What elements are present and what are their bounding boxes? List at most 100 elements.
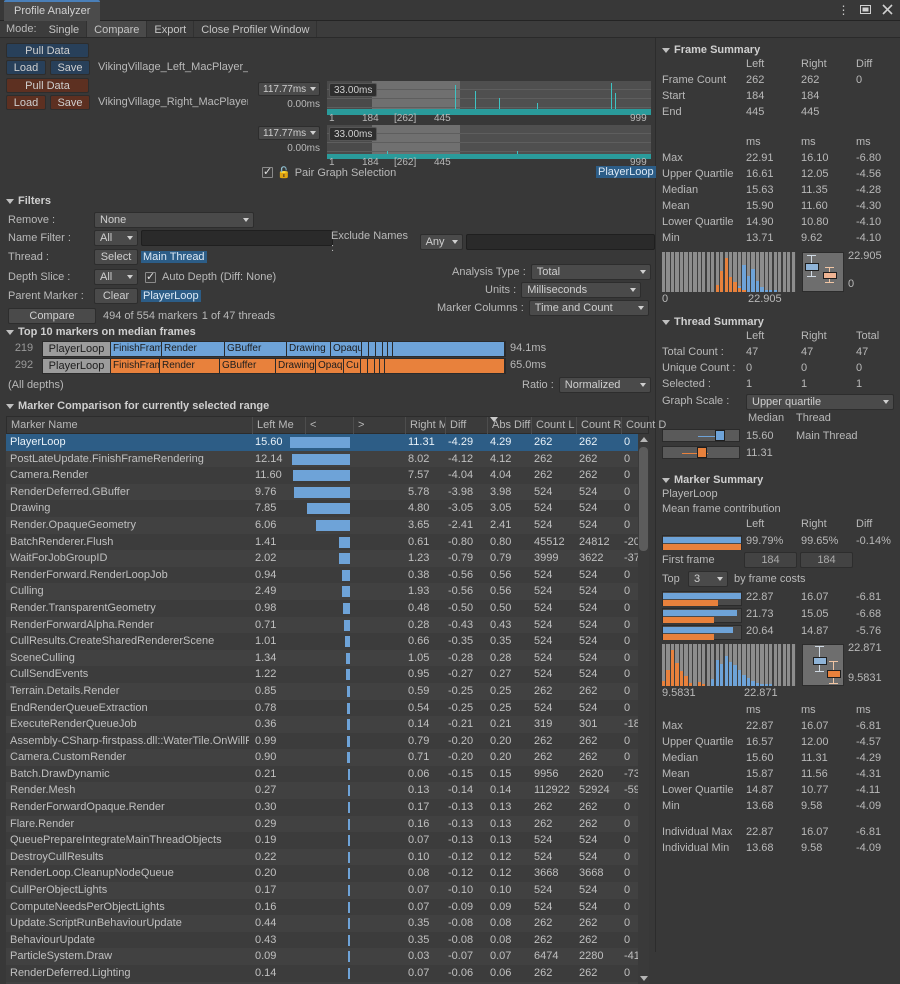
table-row[interactable]: SceneCulling 1.34 1.05 -0.28 0.28 524 524 0 bbox=[6, 649, 649, 667]
top10-segment[interactable]: FinishFrameR bbox=[111, 359, 160, 373]
top-count-dropdown[interactable]: 3 bbox=[688, 571, 728, 587]
top10-segment[interactable] bbox=[388, 342, 393, 356]
table-header-lt[interactable]: < bbox=[305, 417, 353, 434]
table-row[interactable]: ComputeNeedsPerObjectLights 0.16 0.07 -0.09… bbox=[6, 898, 649, 916]
top10-marker-bar[interactable]: PlayerLoopFinishFrameReRenderGBufferDraw… bbox=[42, 341, 506, 357]
top10-segment[interactable] bbox=[361, 359, 368, 373]
table-row[interactable]: PostLateUpdate.FinishFrameRendering 12.14… bbox=[6, 450, 649, 468]
top10-segment[interactable]: PlayerLoop bbox=[43, 359, 111, 373]
table-row[interactable]: RenderForward.RenderLoopJob 0.94 0.38 -0.56… bbox=[6, 566, 649, 584]
name-filter-input[interactable] bbox=[141, 230, 333, 246]
marker-table-foldout-header[interactable]: Marker Comparison for currently selected… bbox=[0, 399, 269, 413]
top10-segment[interactable]: Cu bbox=[344, 359, 361, 373]
thread-summary-thread-row[interactable]: 11.31 bbox=[656, 445, 900, 462]
filters-foldout-header[interactable]: Filters bbox=[0, 193, 655, 209]
maximize-icon[interactable] bbox=[859, 3, 872, 16]
load-left-button[interactable]: Load bbox=[6, 59, 46, 75]
table-header-gt[interactable]: > bbox=[353, 417, 405, 434]
table-row[interactable]: Terrain.Details.Render 0.85 0.59 -0.25 0.25 2… bbox=[6, 682, 649, 700]
table-row[interactable]: ExecuteRenderQueueJob 0.36 0.14 -0.21 0.21 31… bbox=[6, 716, 649, 733]
selected-marker-badge[interactable]: PlayerLoop bbox=[596, 166, 656, 178]
top10-segment[interactable] bbox=[376, 342, 383, 356]
auto-depth-checkbox[interactable] bbox=[145, 270, 156, 283]
top10-segment[interactable]: GBuffer bbox=[225, 342, 287, 356]
table-row[interactable]: CullPerObjectLights 0.17 0.07 -0.10 0.10 524 5… bbox=[6, 882, 649, 899]
table-header-cl[interactable]: Count L bbox=[531, 417, 576, 434]
top10-marker-bar[interactable]: PlayerLoopFinishFrameRRenderGBufferDrawi… bbox=[42, 358, 506, 374]
top10-segment[interactable]: GBuffer bbox=[220, 359, 276, 373]
exclude-names-input[interactable] bbox=[466, 234, 655, 250]
top10-segment[interactable]: Render bbox=[160, 359, 220, 373]
close-icon[interactable] bbox=[881, 3, 894, 16]
top10-segment[interactable]: FinishFrameRe bbox=[111, 342, 162, 356]
table-header-left[interactable]: Left Me bbox=[252, 417, 305, 434]
marker-table-body[interactable]: PlayerLoop 15.60 11.31 -4.29 4.29 262 262 0 Post… bbox=[6, 434, 649, 984]
table-row[interactable]: RenderForwardOpaque.Render 0.30 0.17 -0.13 0… bbox=[6, 799, 649, 816]
ratio-dropdown[interactable]: Normalized bbox=[558, 377, 651, 393]
analysis-type-dropdown[interactable]: Total bbox=[530, 264, 651, 280]
pull-data-left-button[interactable]: Pull Data bbox=[6, 42, 89, 58]
table-header-cr[interactable]: Count R bbox=[576, 417, 621, 434]
mode-compare-button[interactable]: Compare bbox=[86, 21, 148, 37]
table-header-right[interactable]: Right M bbox=[405, 417, 445, 434]
table-row[interactable]: WaitForJobGroupID 2.02 1.23 -0.79 0.79 3999 36… bbox=[6, 550, 649, 567]
top10-segment[interactable]: Render bbox=[162, 342, 225, 356]
table-row[interactable]: Camera.CustomRender 0.90 0.71 -0.20 0.20 262 2… bbox=[6, 749, 649, 766]
pull-data-right-button[interactable]: Pull Data bbox=[6, 77, 89, 93]
table-row[interactable]: Render.OpaqueGeometry 6.06 3.65 -2.41 2.41 52… bbox=[6, 516, 649, 534]
marker-table-scrollbar[interactable] bbox=[638, 434, 649, 984]
top10-row[interactable]: 292 PlayerLoopFinishFrameRRenderGBufferDr… bbox=[6, 358, 546, 374]
table-row[interactable]: CullSendEvents 1.22 0.95 -0.27 0.27 524 524 0 bbox=[6, 666, 649, 683]
top10-segment[interactable] bbox=[368, 359, 375, 373]
scrollbar-thumb[interactable] bbox=[639, 447, 648, 551]
table-header-cd[interactable]: Count D bbox=[621, 417, 666, 434]
scale-max-right-dropdown[interactable]: 117.77ms bbox=[258, 126, 320, 140]
top10-segment[interactable] bbox=[375, 359, 380, 373]
save-right-button[interactable]: Save bbox=[50, 94, 90, 110]
top10-segment[interactable]: Drawing bbox=[276, 359, 316, 373]
remove-dropdown[interactable]: None bbox=[94, 212, 254, 228]
top10-segment[interactable] bbox=[362, 342, 369, 356]
window-tab-profile-analyzer[interactable]: Profile Analyzer bbox=[4, 0, 101, 21]
save-left-button[interactable]: Save bbox=[50, 59, 90, 75]
export-button[interactable]: Export bbox=[154, 24, 187, 36]
table-row[interactable]: RenderDeferred.Lighting 0.14 0.07 -0.06 0.06… bbox=[6, 965, 649, 982]
table-header-diff[interactable]: Diff bbox=[445, 417, 487, 434]
load-right-button[interactable]: Load bbox=[6, 94, 46, 110]
top10-foldout-header[interactable]: Top 10 markers on median frames bbox=[0, 325, 655, 339]
top10-segment[interactable] bbox=[380, 359, 385, 373]
scale-max-left-dropdown[interactable]: 117.77ms bbox=[258, 82, 320, 96]
table-row[interactable]: Flare.Render 0.29 0.16 -0.13 0.13 262 262 0 bbox=[6, 815, 649, 833]
table-row[interactable]: DestroyCullResults 0.22 0.10 -0.12 0.12 524 52… bbox=[6, 848, 649, 866]
table-row[interactable]: Batch.DrawDynamic 0.21 0.06 -0.15 0.15 9956 26… bbox=[6, 765, 649, 783]
top10-segment[interactable] bbox=[385, 359, 505, 373]
top10-segment[interactable]: Opaqu bbox=[331, 342, 362, 356]
table-row[interactable]: ParticleSystem.Draw 0.09 0.03 -0.07 0.07 6474… bbox=[6, 948, 649, 965]
frame-graph-right[interactable]: 33.00ms bbox=[327, 125, 651, 159]
graph-scale-dropdown[interactable]: Upper quartile bbox=[746, 394, 894, 410]
table-row[interactable]: RenderForwardAlpha.Render 0.71 0.28 -0.43 0.… bbox=[6, 616, 649, 634]
table-row[interactable]: Camera.Render 11.60 7.57 -4.04 4.04 262 262 0 bbox=[6, 467, 649, 484]
table-row[interactable]: QueuePrepareIntegrateMainThreadObjects 0.… bbox=[6, 832, 649, 849]
exclude-mode-dropdown[interactable]: Any bbox=[419, 234, 464, 250]
frame-graph-left[interactable]: 33.00ms bbox=[327, 81, 651, 115]
table-row[interactable]: Render.Mesh 0.27 0.13 -0.14 0.14 112922 52924-… bbox=[6, 782, 649, 800]
thread-summary-foldout-header[interactable]: Thread Summary bbox=[656, 314, 900, 330]
mode-single-button[interactable]: Single bbox=[48, 24, 80, 36]
compare-button[interactable]: Compare bbox=[8, 308, 96, 324]
table-row[interactable]: EndRenderQueueExtraction 0.78 0.54 -0.25 0.2… bbox=[6, 699, 649, 717]
scroll-up-arrow-icon[interactable] bbox=[640, 437, 648, 442]
table-row[interactable]: RenderDeferred.GBuffer 9.76 5.78 -3.98 3.98 5… bbox=[6, 483, 649, 501]
table-header-abs[interactable]: Abs Diff bbox=[487, 417, 531, 434]
units-dropdown[interactable]: Milliseconds bbox=[521, 282, 642, 298]
table-row[interactable]: Culling 2.49 1.93 -0.56 0.56 524 524 0 bbox=[6, 583, 649, 600]
table-row[interactable]: Render.TransparentGeometry 0.98 0.48 -0.50 0… bbox=[6, 599, 649, 617]
kebab-menu-icon[interactable]: ⋮ bbox=[837, 2, 850, 17]
table-row[interactable]: PlayerLoop 15.60 11.31 -4.29 4.29 262 262 0 bbox=[6, 434, 649, 451]
top10-segment[interactable]: Opaqu bbox=[316, 359, 344, 373]
depth-slice-dropdown[interactable]: All bbox=[94, 269, 138, 285]
top10-segment[interactable]: PlayerLoop bbox=[43, 342, 111, 356]
thread-summary-thread-row[interactable]: 15.60 Main Thread bbox=[656, 428, 900, 445]
parent-marker-clear-button[interactable]: Clear bbox=[94, 288, 138, 304]
top10-segment[interactable]: Drawing bbox=[287, 342, 331, 356]
